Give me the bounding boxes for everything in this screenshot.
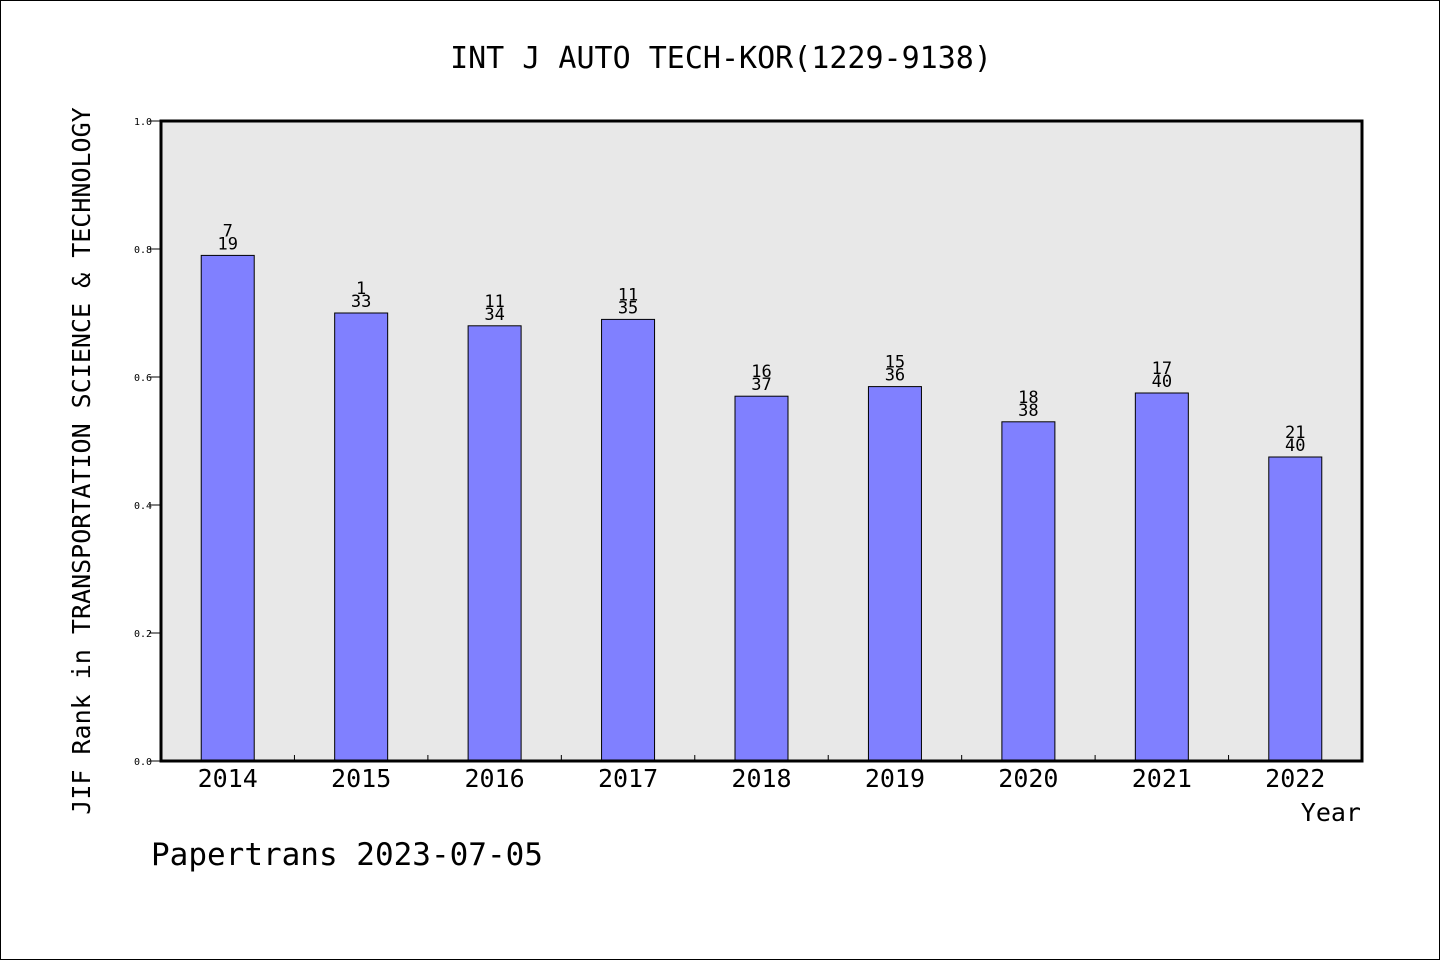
x-tick-label: 2016 — [465, 764, 525, 793]
footer-source-date: Papertrans 2023-07-05 — [151, 837, 543, 873]
bar-total-label: 33 — [351, 292, 371, 312]
bar-2022 — [1268, 456, 1323, 762]
y-tick-label: 0.6 — [134, 373, 152, 384]
bar-2017 — [601, 318, 656, 762]
y-axis-label: JIF Rank in TRANSPORTATION SCIENCE & TEC… — [67, 107, 96, 814]
bar-rank-label: 11 — [484, 292, 504, 312]
bar-rank-label: 11 — [618, 285, 638, 305]
x-tick-label: 2021 — [1132, 764, 1192, 793]
y-tick-label: 0.0 — [134, 757, 152, 768]
bar-2016 — [467, 325, 522, 762]
x-axis-ticks: 2014 2015 2016 2017 2018 2019 2020 2021 2022 — [198, 755, 1325, 793]
bar-2020 — [1001, 421, 1056, 762]
y-axis-ticks: 0.0 0.2 0.4 0.6 0.8 1.0 — [134, 117, 161, 768]
bar-total-label: 34 — [484, 305, 504, 325]
chart-title: INT J AUTO TECH-KOR(1229-9138) — [450, 41, 992, 76]
bar-2021 — [1134, 392, 1189, 762]
bar-total-label: 36 — [885, 366, 905, 386]
y-tick-label: 0.8 — [134, 245, 152, 256]
bar-rank-label: 17 — [1152, 359, 1172, 379]
x-tick-label: 2019 — [865, 764, 925, 793]
x-tick-label: 2015 — [331, 764, 391, 793]
bar-rank-label: 16 — [751, 362, 771, 382]
x-tick-label: 2014 — [198, 764, 258, 793]
x-tick-label: 2017 — [598, 764, 658, 793]
bar-rank-label: 15 — [885, 353, 905, 373]
bar-total-label: 38 — [1018, 401, 1038, 421]
bar-total-label: 37 — [751, 375, 771, 395]
bar-2014 — [200, 254, 255, 762]
bar-total-label: 19 — [217, 234, 237, 254]
bar-2018 — [734, 395, 789, 762]
x-axis-label: Year — [1301, 798, 1361, 827]
bar-total-label: 35 — [618, 298, 638, 318]
plot-border — [159, 119, 1364, 763]
x-tick-label: 2018 — [731, 764, 791, 793]
bar-rank-label: 1 — [356, 279, 366, 299]
y-tick-label: 0.2 — [134, 629, 152, 640]
bar-rank-label: 18 — [1018, 388, 1038, 408]
bars — [200, 254, 1323, 762]
bar-rank-label: 7 — [223, 221, 233, 241]
bar-total-label: 40 — [1285, 436, 1305, 456]
x-tick-label: 2020 — [998, 764, 1058, 793]
y-tick-label: 1.0 — [134, 117, 152, 128]
bar-total-label: 40 — [1152, 372, 1172, 392]
bar-2019 — [867, 386, 922, 762]
x-tick-label: 2022 — [1265, 764, 1325, 793]
bar-2015 — [334, 312, 389, 762]
y-tick-label: 0.4 — [134, 501, 152, 512]
bar-rank-label: 21 — [1285, 423, 1305, 443]
